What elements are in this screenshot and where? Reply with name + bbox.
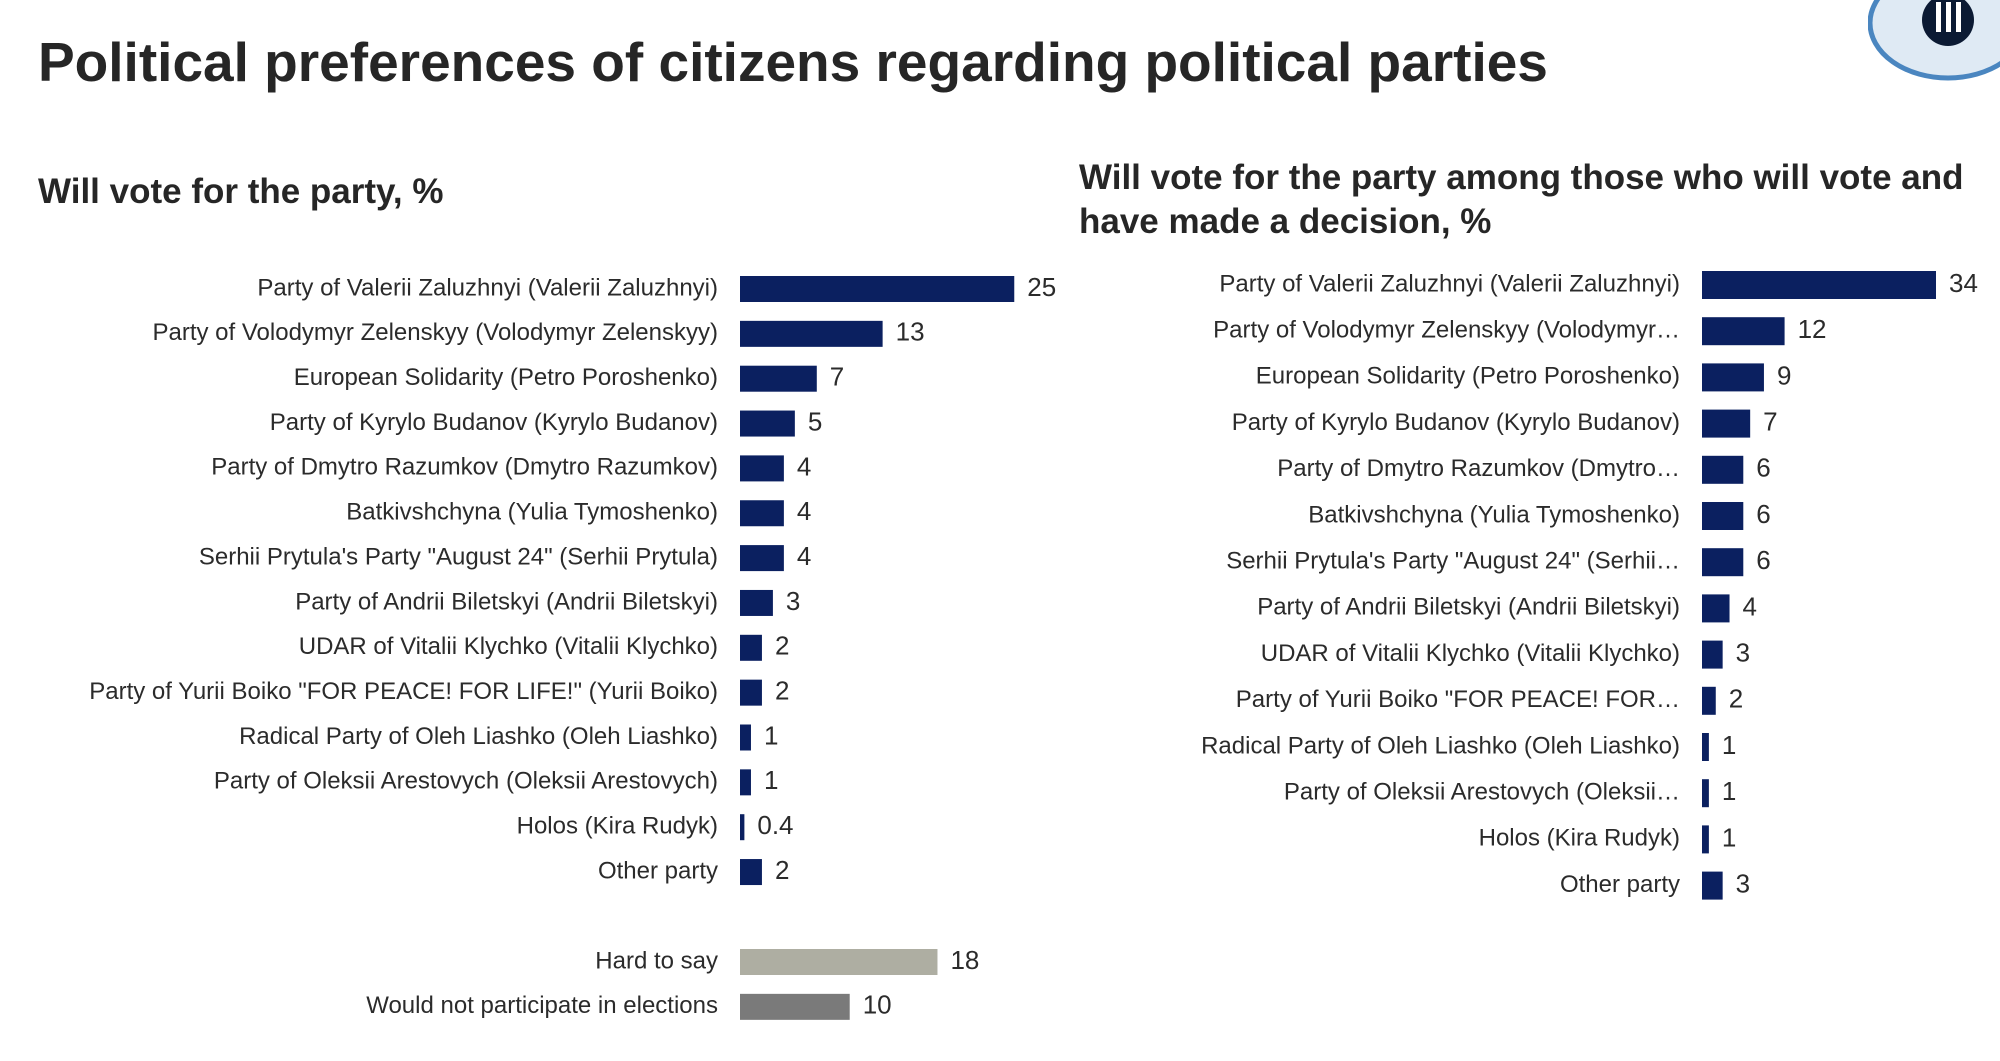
category-label: Party of Kyrylo Budanov (Kyrylo Budanov) [1232,409,1680,436]
org-logo-icon [1868,0,2000,81]
category-label: Party of Kyrylo Budanov (Kyrylo Budanov) [270,409,718,436]
bar [1702,502,1744,530]
value-label: 3 [1736,868,1750,898]
category-label: Party of Oleksii Arestovych (Oleksii Are… [214,768,718,795]
category-label: Hard to say [595,947,718,974]
category-label: Holos (Kira Rudyk) [517,813,718,840]
category-label: Serhii Prytula's Party "August 24" (Serh… [1226,548,1680,575]
category-label: Party of Yurii Boiko "FOR PEACE! FOR LIF… [89,678,718,705]
value-label: 25 [1027,272,1056,302]
bar [740,769,751,796]
value-label: 6 [1756,453,1770,483]
value-label: 2 [775,676,789,706]
bar [740,814,745,841]
right-chart-title: Will vote for the party among those who … [1079,158,1964,241]
bar [1702,317,1785,346]
category-label: Radical Party of Oleh Liashko (Oleh Lias… [239,723,718,750]
bar [740,410,795,437]
value-label: 1 [1722,776,1736,806]
bar [740,949,938,975]
bar [740,589,773,616]
bar [1702,409,1751,438]
category-label: Batkivshchyna (Yulia Tymoshenko) [346,499,718,526]
category-label: Radical Party of Oleh Liashko (Oleh Lias… [1201,732,1680,759]
value-label: 3 [1736,637,1750,667]
value-label: 5 [808,406,822,436]
bar [1702,779,1709,808]
value-label: 0.4 [757,810,793,840]
bar [740,455,784,482]
value-label: 1 [764,720,778,750]
bar [1702,548,1744,577]
value-label: 34 [1949,268,1978,298]
value-label: 13 [896,317,925,347]
category-label: Party of Yurii Boiko "FOR PEACE! FOR… [1236,686,1680,713]
category-label: Party of Oleksii Arestovych (Oleksii… [1284,779,1680,806]
bar [1702,825,1709,854]
bar [740,634,762,661]
left-chart-title: Will vote for the party, % [38,172,444,211]
bar [740,993,850,1020]
bar [740,859,762,886]
bar [1702,363,1764,392]
bar [1702,871,1723,900]
page-title: Political preferences of citizens regard… [38,31,1548,93]
value-label: 7 [1763,406,1777,436]
category-label: UDAR of Vitalii Klychko (Vitalii Klychko… [299,633,718,660]
bar [1702,640,1723,669]
bar [1702,686,1716,715]
value-label: 6 [1756,545,1770,575]
value-label: 2 [775,631,789,661]
category-label: Other party [1560,871,1680,898]
bar [740,500,784,527]
category-label: Holos (Kira Rudyk) [1479,825,1680,852]
value-label: 1 [764,765,778,795]
value-label: 6 [1756,499,1770,529]
bar [740,320,883,347]
category-label: Party of Valerii Zaluzhnyi (Valerii Zalu… [1219,270,1680,297]
category-label: Party of Volodymyr Zelenskyy (Volodymyr… [1213,317,1680,344]
value-label: 7 [830,362,844,392]
category-label: Party of Dmytro Razumkov (Dmytro… [1277,455,1680,482]
category-label: Party of Volodymyr Zelenskyy (Volodymyr … [152,319,718,346]
category-label: Party of Valerii Zaluzhnyi (Valerii Zalu… [257,274,718,301]
category-label: Party of Andrii Biletskyi (Andrii Bilets… [295,588,718,615]
value-label: 1 [1722,730,1736,760]
category-label: Other party [598,857,718,884]
category-label: Batkivshchyna (Yulia Tymoshenko) [1308,501,1680,528]
category-label: European Solidarity (Petro Poroshenko) [1256,363,1680,390]
bar [740,276,1015,302]
bar [740,724,751,751]
value-label: 18 [950,945,979,975]
value-label: 1 [1722,822,1736,852]
value-label: 4 [797,541,811,571]
value-label: 2 [1729,684,1743,714]
category-label: Serhii Prytula's Party "August 24" (Serh… [199,543,718,570]
bar [1702,271,1936,299]
bar [1702,594,1730,623]
value-label: 3 [786,586,800,616]
value-label: 9 [1777,360,1791,390]
bar [1702,455,1744,484]
bar [740,365,817,392]
bar [1702,733,1709,761]
category-label: Party of Dmytro Razumkov (Dmytro Razumko… [211,454,718,481]
category-label: Party of Andrii Biletskyi (Andrii Bilets… [1257,594,1680,621]
category-label: Would not participate in elections [366,992,718,1019]
value-label: 4 [1743,591,1757,621]
bar [740,545,784,572]
value-label: 2 [775,855,789,885]
value-label: 10 [863,990,892,1020]
value-label: 4 [797,496,811,526]
value-label: 12 [1798,314,1827,344]
left-bar-chart: Party of Valerii Zaluzhnyi (Valerii Zalu… [89,272,1056,1020]
category-label: UDAR of Vitalii Klychko (Vitalii Klychko… [1261,640,1680,667]
category-label: European Solidarity (Petro Poroshenko) [294,364,718,391]
value-label: 4 [797,451,811,481]
bar [740,679,762,706]
